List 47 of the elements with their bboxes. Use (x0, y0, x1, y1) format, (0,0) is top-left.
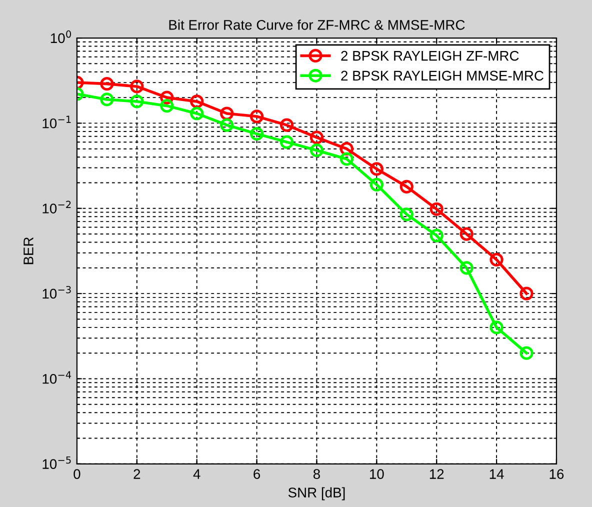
point (460, 227, 474, 241)
point (400, 208, 414, 222)
point (310, 130, 324, 144)
y-axis-title: BER (24, 237, 34, 264)
y-tick-label: 10$^{−2}$ (42, 200, 71, 214)
point (520, 346, 534, 360)
x-tick-label: 4 (193, 469, 200, 479)
y-tick-label: 10$^{−3}$ (42, 286, 71, 299)
point (490, 320, 504, 334)
y-tick-label: 10$^{−1}$ (42, 116, 71, 128)
point (250, 127, 264, 141)
x-tick-label: 6 (254, 469, 260, 479)
x-axis-title: SNR [dB] (288, 487, 345, 500)
legend-label: 2 BPSK RAYLEIGH MMSE-MRC (341, 70, 544, 81)
point (220, 118, 234, 132)
point (160, 99, 174, 113)
point (280, 135, 294, 149)
x-tick-label: 0 (74, 469, 80, 479)
point (130, 94, 144, 108)
x-tick-label: 10 (370, 469, 384, 479)
y-tick-label: 10$^{−4}$ (42, 371, 72, 384)
point (430, 228, 444, 242)
x-tick-label: 14 (490, 469, 504, 479)
point (430, 202, 444, 216)
point (400, 180, 414, 194)
x-tick-label: 16 (550, 469, 564, 479)
point (280, 118, 294, 132)
point (340, 152, 354, 166)
point (100, 77, 114, 91)
point (370, 178, 384, 192)
y-tick-label: 10$^{−5}$ (42, 456, 71, 469)
point (130, 80, 144, 94)
point (520, 286, 534, 300)
point (310, 144, 324, 158)
chart-title: Bit Error Rate Curve for ZF-MRC & MMSE-MRC (169, 20, 465, 30)
point (250, 110, 264, 124)
x-tick-label: 8 (313, 469, 320, 479)
point (460, 261, 474, 275)
legend-label: 2 BPSK RAYLEIGH ZF-MRC (341, 50, 519, 61)
point (190, 106, 204, 120)
point (100, 92, 114, 106)
point (370, 162, 384, 176)
y-tick-label: 10$^{0}$ (50, 30, 71, 44)
x-tick-label: 2 (134, 469, 140, 479)
x-tick-label: 12 (430, 469, 444, 479)
point (190, 94, 204, 108)
point (490, 252, 504, 266)
